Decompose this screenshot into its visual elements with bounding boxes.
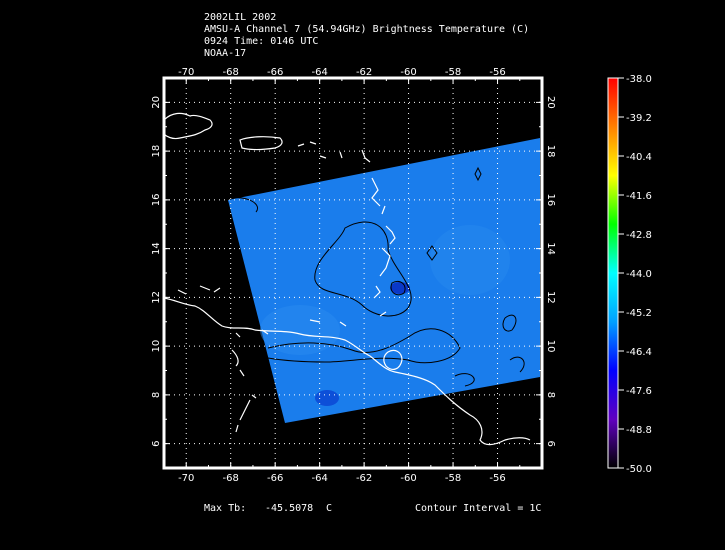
title-line-4: NOAA-17 bbox=[204, 48, 247, 59]
lat-label-left: 8 bbox=[151, 392, 162, 398]
lat-label-left: 12 bbox=[151, 291, 162, 304]
swath-layer bbox=[228, 138, 540, 423]
colorbar-label: -48.8 bbox=[626, 425, 652, 436]
colorbar-label: -45.2 bbox=[626, 308, 652, 319]
lon-label-bottom: -64 bbox=[311, 473, 327, 484]
colorbar-ticks bbox=[618, 77, 624, 469]
coast-hispaniola bbox=[164, 112, 213, 140]
lat-label-right: 20 bbox=[545, 96, 556, 109]
lat-label-right: 18 bbox=[545, 145, 556, 158]
colorbar-label: -38.0 bbox=[626, 74, 652, 85]
contour-line-south bbox=[267, 328, 461, 364]
contour-line-cold bbox=[390, 280, 406, 296]
lat-label-left: 10 bbox=[151, 340, 162, 353]
lat-label-right: 12 bbox=[545, 291, 556, 304]
coast-lesser-antilles bbox=[339, 149, 396, 317]
coast-west-shore bbox=[235, 394, 257, 433]
lon-label-bottom: -70 bbox=[178, 473, 194, 484]
colorbar bbox=[607, 77, 619, 469]
colorbar-label: -40.4 bbox=[626, 152, 652, 163]
lon-label-bottom: -68 bbox=[223, 473, 239, 484]
contour-line-central bbox=[314, 221, 412, 317]
colorbar-label: -42.8 bbox=[626, 230, 652, 241]
lat-label-right: 8 bbox=[545, 392, 556, 398]
lon-label-bottom: -62 bbox=[356, 473, 372, 484]
lon-label-top: -62 bbox=[356, 67, 372, 78]
lat-label-left: 14 bbox=[151, 242, 162, 255]
colorbar-label: -47.6 bbox=[626, 386, 652, 397]
colorbar-labels: -38.0 -39.2 -40.4 -41.6 -42.8 -44.0 -45.2 -46.4… bbox=[626, 74, 652, 475]
max-tb-value: -45.5078 bbox=[265, 503, 314, 514]
lat-label-right: 10 bbox=[545, 340, 556, 353]
coast-puerto-rico bbox=[239, 136, 283, 151]
colorbar-label: -46.4 bbox=[626, 347, 652, 358]
map-labels: -70 -70 -68 -68 -66 -66 -64 -64 -62 -62 -60 -60 -58 -… bbox=[151, 67, 556, 484]
lat-label-left: 18 bbox=[151, 145, 162, 158]
lon-label-top: -64 bbox=[311, 67, 327, 78]
warm-patch-east bbox=[430, 225, 510, 295]
graticule bbox=[164, 78, 542, 468]
colorbar-label: -41.6 bbox=[626, 191, 652, 202]
map-ticks bbox=[163, 77, 543, 469]
coastlines bbox=[164, 112, 531, 446]
contour-line-southeast bbox=[454, 373, 475, 387]
lat-label-left: 6 bbox=[151, 440, 162, 446]
contour-line-west bbox=[229, 197, 258, 213]
lon-label-bottom: -60 bbox=[400, 473, 416, 484]
coast-virgin-islands bbox=[297, 141, 327, 159]
lon-label-top: -68 bbox=[223, 67, 239, 78]
lon-label-top: -58 bbox=[445, 67, 461, 78]
lon-label-top: -66 bbox=[267, 67, 283, 78]
lat-label-left: 20 bbox=[151, 96, 162, 109]
warm-patch bbox=[260, 305, 340, 355]
contour-line-east bbox=[502, 314, 517, 332]
max-tb-label: Max Tb: bbox=[204, 503, 247, 514]
max-tb-unit: C bbox=[326, 503, 333, 514]
coast-lake-maracaibo bbox=[231, 349, 245, 377]
lon-label-bottom: -58 bbox=[445, 473, 461, 484]
colorbar-label: -50.0 bbox=[626, 464, 652, 475]
lon-label-top: -56 bbox=[489, 67, 505, 78]
contour-lines bbox=[229, 166, 525, 387]
coast-venezuela-islands bbox=[177, 285, 347, 338]
title-line-1: 2002LIL 2002 bbox=[204, 12, 277, 23]
title-line-2: AMSU-A Channel 7 (54.94GHz) Brightness T… bbox=[204, 24, 530, 35]
lat-label-right: 14 bbox=[545, 242, 556, 255]
title-line-3: 0924 Time: 0146 UTC bbox=[204, 36, 319, 47]
colorbar-label: -44.0 bbox=[626, 269, 652, 280]
contour-interval: Contour Interval = 1C bbox=[415, 503, 542, 514]
cold-spot-south bbox=[315, 390, 339, 406]
contour-line-north bbox=[474, 166, 482, 182]
contour-line-east2 bbox=[509, 356, 525, 373]
lat-label-left: 16 bbox=[151, 194, 162, 207]
lat-label-right: 6 bbox=[545, 440, 556, 446]
colorbar-label: -39.2 bbox=[626, 113, 652, 124]
coast-south-america bbox=[164, 297, 531, 446]
lon-label-bottom: -56 bbox=[489, 473, 505, 484]
contour-line-diamond bbox=[426, 245, 438, 261]
lon-label-top: -60 bbox=[400, 67, 416, 78]
lon-label-bottom: -66 bbox=[267, 473, 283, 484]
lon-label-top: -70 bbox=[178, 67, 194, 78]
coast-trinidad bbox=[383, 349, 403, 370]
lat-label-right: 16 bbox=[545, 194, 556, 207]
